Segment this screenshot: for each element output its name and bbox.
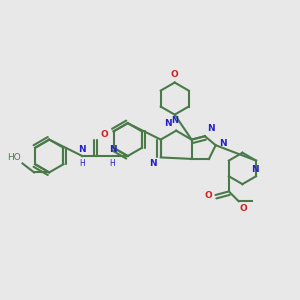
Text: O: O [205, 191, 212, 200]
Text: H: H [110, 159, 116, 168]
Text: N: N [109, 145, 116, 154]
Text: O: O [239, 204, 247, 213]
Text: H: H [80, 159, 85, 168]
Text: N: N [219, 139, 227, 148]
Text: N: N [207, 124, 215, 133]
Text: N: N [78, 145, 86, 154]
Text: N: N [164, 119, 172, 128]
Text: HO: HO [7, 153, 21, 162]
Text: N: N [251, 165, 258, 174]
Text: N: N [148, 159, 156, 168]
Text: N: N [171, 116, 178, 125]
Text: O: O [100, 130, 108, 140]
Text: O: O [171, 70, 178, 79]
